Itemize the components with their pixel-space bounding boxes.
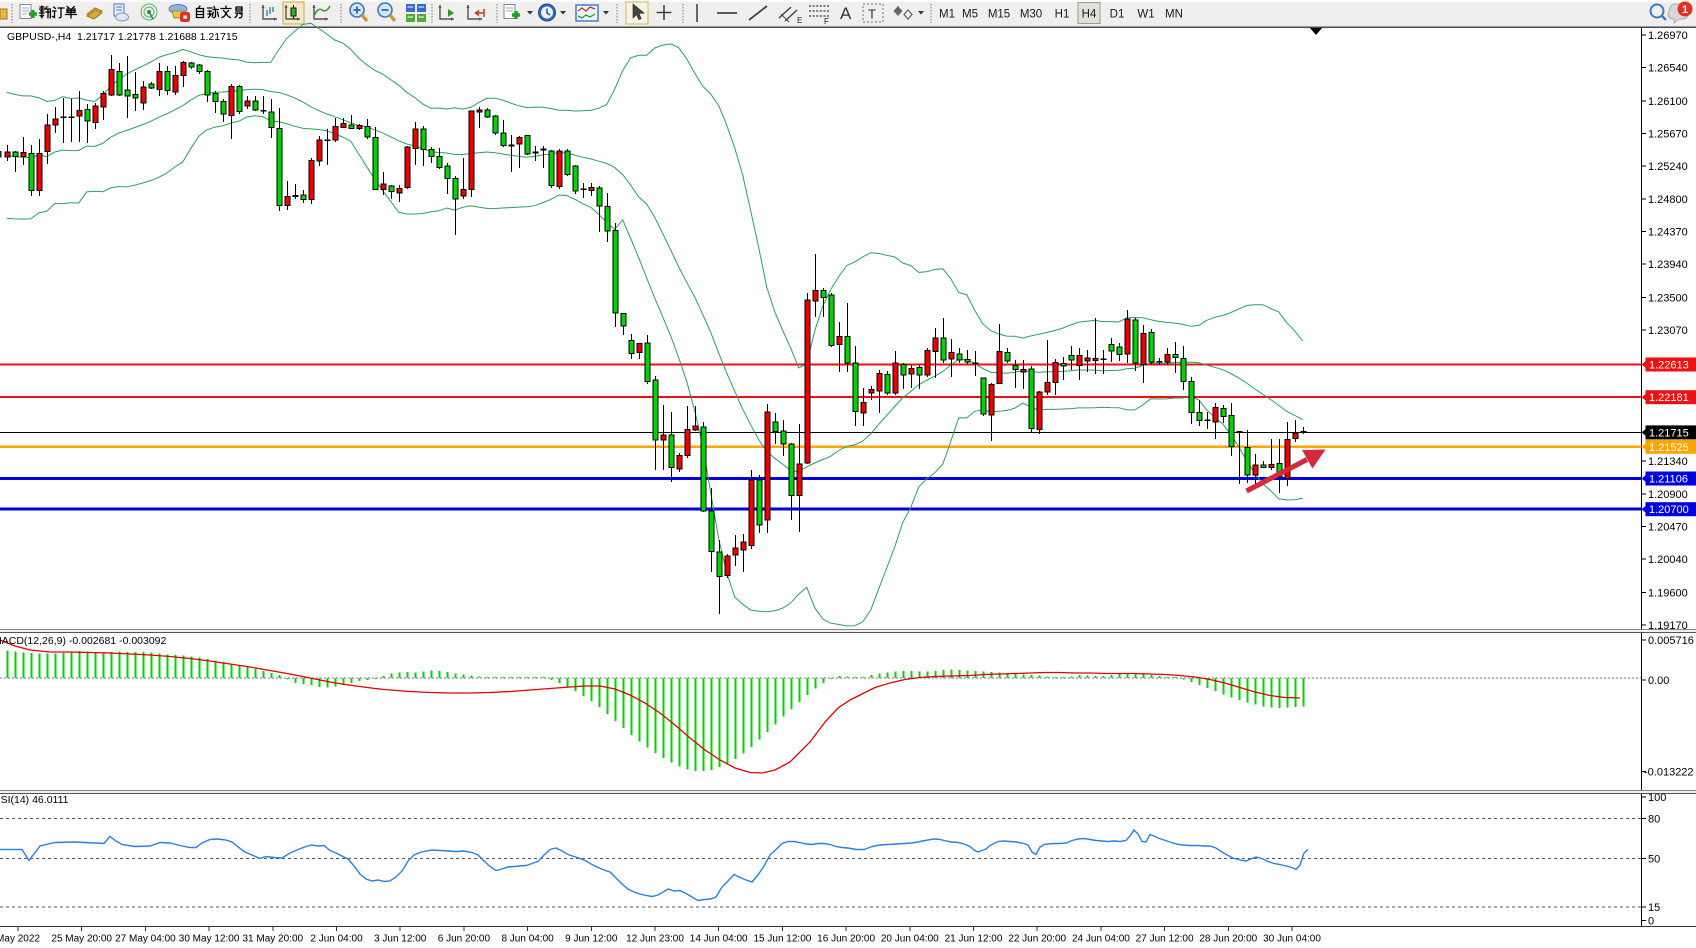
svg-text:1.21106: 1.21106 (1649, 474, 1688, 486)
svg-text:50: 50 (1648, 854, 1660, 866)
svg-text:1.25670: 1.25670 (1648, 128, 1688, 140)
svg-text:30 Jun 04:00: 30 Jun 04:00 (1263, 934, 1321, 945)
svg-text:1.19600: 1.19600 (1648, 587, 1688, 599)
svg-text:100: 100 (1648, 792, 1666, 804)
svg-text:E: E (797, 16, 802, 25)
svg-text:MN: MN (1165, 9, 1183, 21)
svg-text:M5: M5 (962, 9, 978, 21)
svg-text:27 Jun 12:00: 27 Jun 12:00 (1136, 934, 1194, 945)
svg-text:3 Jun 12:00: 3 Jun 12:00 (374, 934, 427, 945)
svg-text:GBPUSD-,H4 1.21717 1.21778 1.: GBPUSD-,H4 1.21717 1.21778 1.21688 1.217… (7, 31, 238, 43)
svg-text:May 2022: May 2022 (0, 934, 40, 945)
svg-text:2 Jun 04:00: 2 Jun 04:00 (310, 934, 363, 945)
svg-text:1.26540: 1.26540 (1648, 63, 1688, 75)
svg-text:28 Jun 20:00: 28 Jun 20:00 (1199, 934, 1257, 945)
svg-text:T: T (868, 7, 876, 22)
svg-text:20 Jun 04:00: 20 Jun 04:00 (881, 934, 939, 945)
svg-text:1.24370: 1.24370 (1648, 227, 1688, 239)
svg-text:31 May 20:00: 31 May 20:00 (242, 934, 303, 945)
svg-text:1.25240: 1.25240 (1648, 161, 1688, 173)
svg-text:0: 0 (1648, 916, 1654, 928)
svg-text:A: A (840, 4, 852, 23)
svg-text:1.26100: 1.26100 (1648, 96, 1688, 108)
svg-text:15 Jun 12:00: 15 Jun 12:00 (753, 934, 811, 945)
svg-text:1.24800: 1.24800 (1648, 194, 1688, 206)
svg-text:1.22181: 1.22181 (1649, 392, 1689, 404)
svg-text:-0.013222: -0.013222 (1644, 767, 1694, 779)
svg-text:8 Jun 04:00: 8 Jun 04:00 (501, 934, 554, 945)
svg-text:M15: M15 (988, 9, 1010, 21)
svg-text:22 Jun 20:00: 22 Jun 20:00 (1008, 934, 1066, 945)
svg-text:12 Jun 23:00: 12 Jun 23:00 (626, 934, 684, 945)
svg-text:1.20040: 1.20040 (1648, 554, 1688, 566)
svg-text:F: F (824, 17, 829, 26)
svg-text:1.20700: 1.20700 (1649, 504, 1689, 516)
svg-text:1: 1 (1682, 4, 1688, 16)
svg-text:H1: H1 (1055, 9, 1070, 21)
svg-text:1.22613: 1.22613 (1649, 360, 1689, 372)
svg-text:0.00: 0.00 (1648, 675, 1669, 687)
svg-text:27 May 04:00: 27 May 04:00 (115, 934, 176, 945)
svg-text:21 Jun 12:00: 21 Jun 12:00 (945, 934, 1003, 945)
svg-text:25 May 20:00: 25 May 20:00 (51, 934, 112, 945)
svg-text:M30: M30 (1020, 9, 1042, 21)
svg-text:MACD(12,26,9) -0.002681 -0.003: MACD(12,26,9) -0.002681 -0.003092 (0, 635, 167, 647)
svg-text:1.23940: 1.23940 (1648, 259, 1688, 271)
svg-text:16 Jun 20:00: 16 Jun 20:00 (817, 934, 875, 945)
svg-text:H4: H4 (1082, 9, 1097, 21)
svg-text:1.20900: 1.20900 (1648, 489, 1688, 501)
svg-text:30 May 12:00: 30 May 12:00 (179, 934, 240, 945)
svg-text:24 Jun 04:00: 24 Jun 04:00 (1072, 934, 1130, 945)
svg-text:80: 80 (1648, 814, 1660, 826)
svg-text:9 Jun 12:00: 9 Jun 12:00 (565, 934, 618, 945)
svg-text:M1: M1 (939, 9, 955, 21)
svg-text:RSI(14) 46.0111: RSI(14) 46.0111 (0, 794, 69, 806)
svg-text:1.21715: 1.21715 (1649, 427, 1689, 439)
svg-text:1.23500: 1.23500 (1648, 292, 1688, 304)
svg-text:1.21340: 1.21340 (1648, 456, 1688, 468)
svg-text:15: 15 (1648, 902, 1660, 914)
svg-text:14 Jun 04:00: 14 Jun 04:00 (690, 934, 748, 945)
svg-text:1.20470: 1.20470 (1648, 522, 1688, 534)
svg-text:1.26970: 1.26970 (1648, 30, 1688, 42)
svg-text:6 Jun 20:00: 6 Jun 20:00 (438, 934, 491, 945)
svg-text:0.005716: 0.005716 (1648, 635, 1694, 647)
svg-text:1.23070: 1.23070 (1648, 325, 1688, 337)
svg-text:D1: D1 (1110, 9, 1125, 21)
svg-text:1.19170: 1.19170 (1648, 620, 1688, 632)
svg-text:1.21525: 1.21525 (1649, 442, 1689, 454)
svg-text:W1: W1 (1137, 9, 1154, 21)
